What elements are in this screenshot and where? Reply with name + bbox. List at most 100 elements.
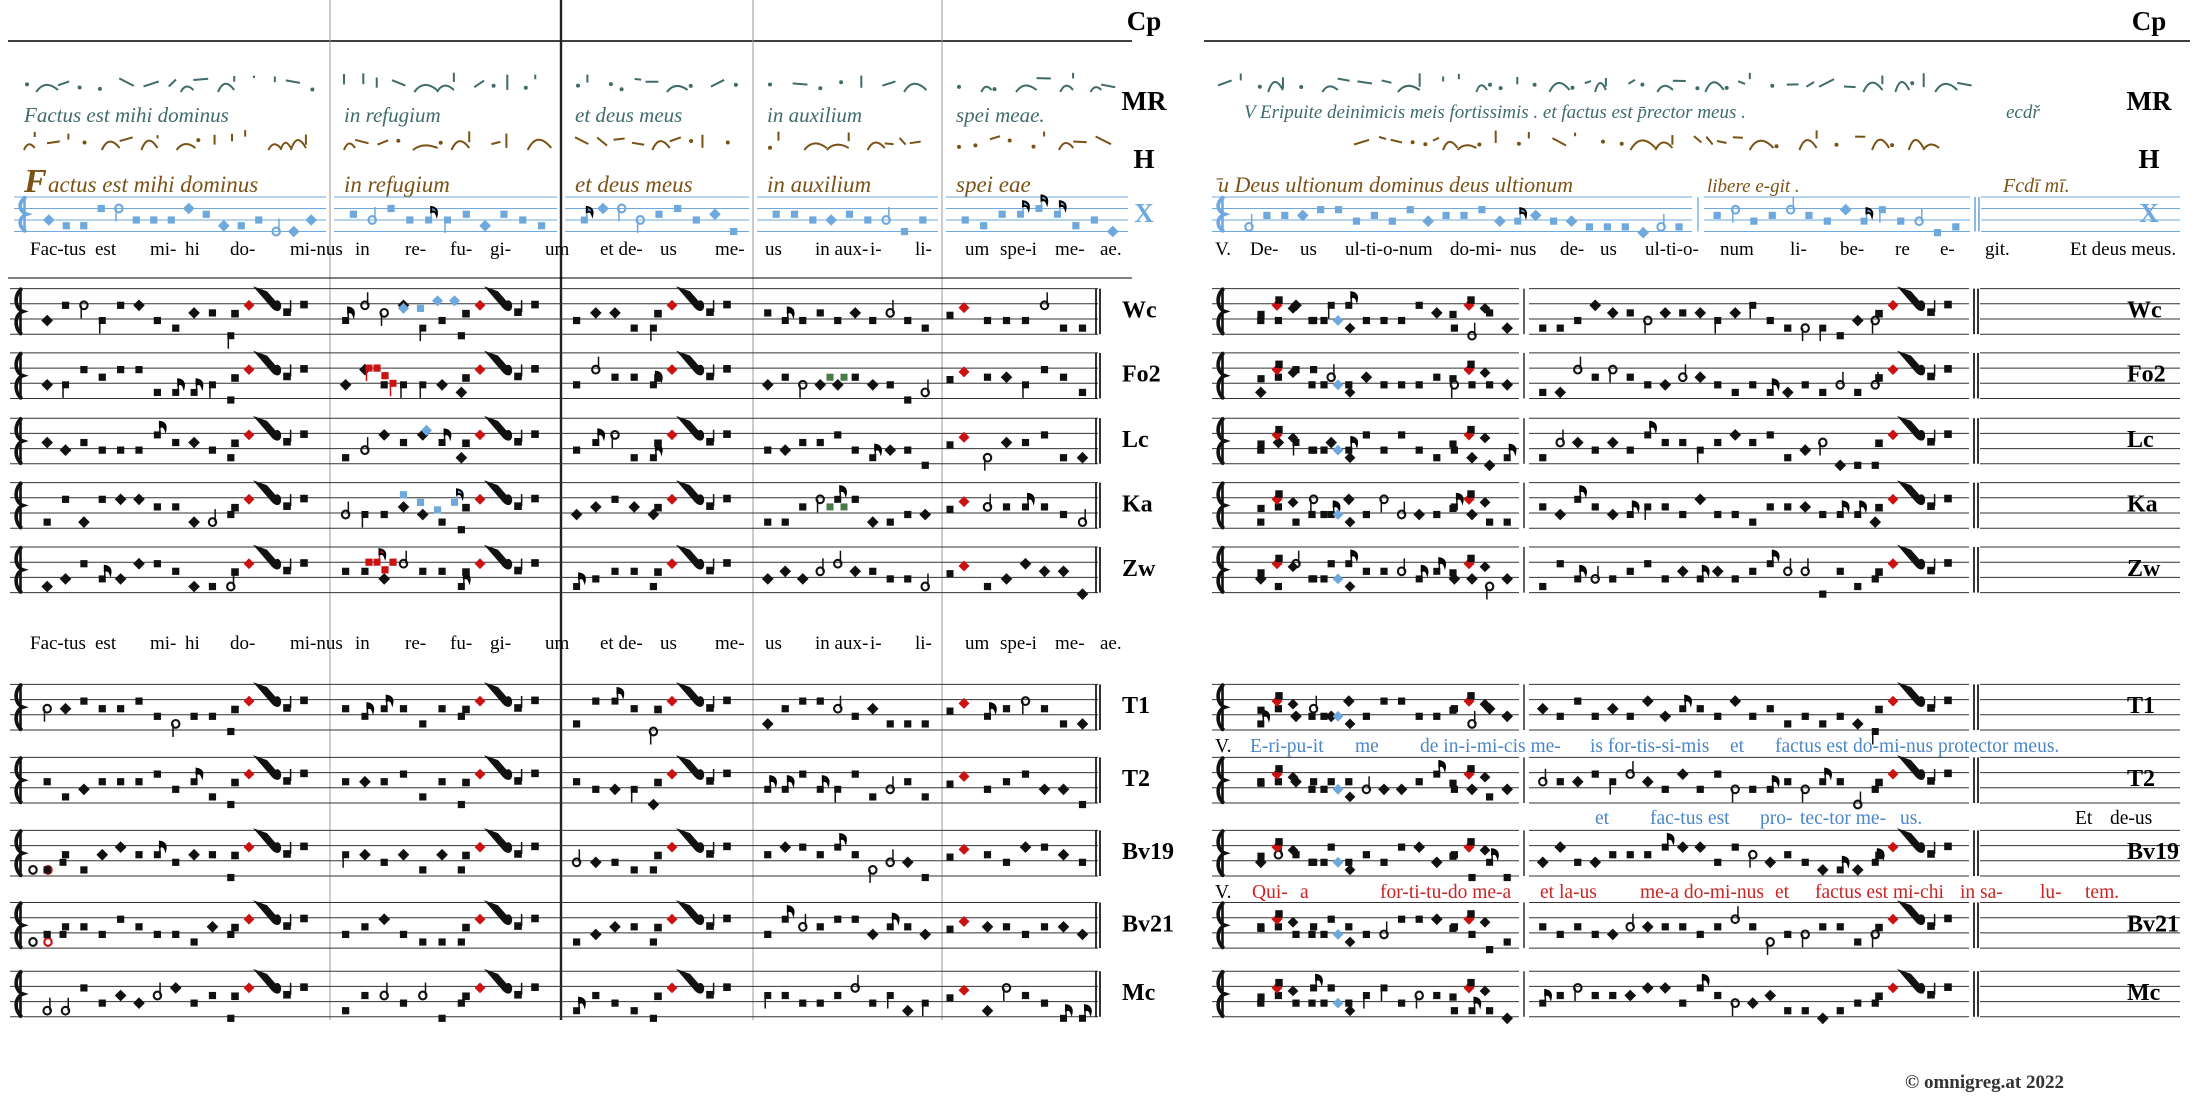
svg-text:et deus meus: et deus meus: [575, 172, 693, 197]
svg-text:Fac-tus: Fac-tus: [30, 239, 86, 260]
svg-text:Et: Et: [2075, 808, 2093, 829]
svg-text:us.: us.: [1900, 808, 1922, 829]
svg-text:H: H: [1133, 144, 1154, 174]
svg-text:is for-tis-si-mis: is for-tis-si-mis: [1590, 736, 1709, 757]
svg-text:E-ri-pu-it: E-ri-pu-it: [1250, 736, 1324, 757]
svg-text:mi-nus: mi-nus: [290, 239, 343, 260]
svg-text:in auxilium: in auxilium: [767, 103, 862, 127]
svg-text:Ka: Ka: [1122, 491, 1153, 517]
svg-text:Mc: Mc: [2127, 980, 2161, 1006]
svg-text:in aux-: in aux-: [815, 633, 868, 654]
svg-text:num: num: [1720, 239, 1754, 260]
svg-text:Bv19: Bv19: [2127, 839, 2179, 865]
svg-text:V.: V.: [1215, 239, 1231, 260]
svg-text:li-: li-: [915, 239, 932, 260]
svg-text:Bv19: Bv19: [1122, 839, 1174, 865]
svg-text:spei eae: spei eae: [956, 172, 1031, 197]
svg-text:Bv21: Bv21: [2127, 911, 2179, 937]
svg-text:me-: me-: [715, 239, 745, 260]
svg-text:um: um: [545, 239, 570, 260]
svg-text:Cp: Cp: [2132, 6, 2167, 36]
svg-text:me-: me-: [1055, 633, 1085, 654]
svg-text:Fo2: Fo2: [2127, 362, 2166, 388]
svg-text:nus: nus: [1510, 239, 1536, 260]
svg-text:us: us: [660, 633, 677, 654]
svg-text:in: in: [355, 633, 370, 654]
svg-text:me-: me-: [715, 633, 745, 654]
svg-text:in auxilium: in auxilium: [767, 172, 871, 197]
svg-text:us: us: [765, 239, 782, 260]
svg-text:spe-i: spe-i: [1000, 633, 1037, 654]
svg-text:spe-i: spe-i: [1000, 239, 1037, 260]
svg-text:us: us: [765, 633, 782, 654]
svg-text:be-: be-: [1840, 239, 1864, 260]
svg-text:et: et: [1595, 808, 1610, 829]
svg-text:Zw: Zw: [2127, 556, 2161, 582]
svg-text:um: um: [545, 633, 570, 654]
svg-text:me-a do-mi-nus: me-a do-mi-nus: [1640, 882, 1764, 903]
svg-text:Factus est mihi dominus: Factus est mihi dominus: [23, 103, 229, 127]
svg-text:et de-: et de-: [600, 633, 643, 654]
svg-text:de-us: de-us: [2110, 808, 2152, 829]
svg-text:mi-: mi-: [150, 239, 176, 260]
svg-text:De-: De-: [1250, 239, 1278, 260]
svg-text:gi-: gi-: [490, 633, 511, 654]
svg-text:pro-: pro-: [1760, 808, 1793, 829]
svg-text:̄u Deus ultionum dominus deus: ̄u Deus ultionum dominus deus ultionum: [1216, 172, 1573, 197]
svg-text:Qui-: Qui-: [1252, 882, 1288, 903]
svg-text:T1: T1: [1122, 693, 1150, 719]
svg-text:Wc: Wc: [1122, 297, 1157, 323]
svg-text:ul-ti-o-num: ul-ti-o-num: [1345, 239, 1433, 260]
svg-text:me-: me-: [1055, 239, 1085, 260]
svg-text:factus est do-mi-nus protector: factus est do-mi-nus protector meus.: [1775, 736, 2059, 757]
svg-text:us: us: [660, 239, 677, 260]
svg-text:Cp: Cp: [1127, 6, 1162, 36]
svg-text:de in-i-mi-cis me-: de in-i-mi-cis me-: [1420, 736, 1561, 757]
svg-text:fu-: fu-: [450, 633, 472, 654]
svg-text:mi-nus: mi-nus: [290, 633, 343, 654]
svg-text:fac-tus est: fac-tus est: [1650, 808, 1730, 829]
svg-text:Mc: Mc: [1122, 980, 1156, 1006]
svg-text:re: re: [1895, 239, 1910, 260]
svg-text:us: us: [1600, 239, 1617, 260]
svg-text:et deus meus: et deus meus: [575, 103, 682, 127]
svg-text:for-ti-tu-do me-a: for-ti-tu-do me-a: [1380, 882, 1512, 903]
svg-text:in sa-: in sa-: [1960, 882, 2003, 903]
svg-text:in refugium: in refugium: [344, 172, 450, 197]
svg-text:MR: MR: [2127, 86, 2172, 116]
svg-text:Fcdī mī.: Fcdī mī.: [2002, 175, 2070, 197]
svg-text:gi-: gi-: [490, 239, 511, 260]
svg-text:fu-: fu-: [450, 239, 472, 260]
svg-text:X: X: [2139, 198, 2159, 228]
svg-text:V.: V.: [1215, 736, 1231, 757]
svg-text:Bv21: Bv21: [1122, 911, 1174, 937]
svg-text:et: et: [1775, 882, 1790, 903]
svg-text:hi: hi: [185, 239, 200, 260]
svg-text:Fac-tus: Fac-tus: [30, 633, 86, 654]
svg-text:Ka: Ka: [2127, 491, 2158, 517]
svg-text:© omnigreg.at 2022: © omnigreg.at 2022: [1905, 1072, 2064, 1093]
svg-text:i-: i-: [870, 239, 882, 260]
svg-text:e-: e-: [1940, 239, 1955, 260]
svg-text:um: um: [965, 633, 990, 654]
svg-text:Wc: Wc: [2127, 297, 2162, 323]
svg-text:mi-: mi-: [150, 633, 176, 654]
svg-text:git.: git.: [1985, 239, 2010, 260]
svg-text:do-: do-: [230, 239, 255, 260]
svg-text:me: me: [1355, 736, 1379, 757]
svg-text:hi: hi: [185, 633, 200, 654]
svg-text:li-: li-: [915, 633, 932, 654]
svg-text:ul-ti-o-: ul-ti-o-: [1645, 239, 1699, 260]
svg-text:in: in: [355, 239, 370, 260]
svg-text:est: est: [95, 633, 117, 654]
svg-text:V.: V.: [1215, 882, 1231, 903]
svg-text:Zw: Zw: [1122, 556, 1156, 582]
svg-text:et: et: [1730, 736, 1745, 757]
svg-text:et la-us: et la-us: [1540, 882, 1597, 903]
svg-text:a: a: [1300, 882, 1309, 903]
svg-text:T1: T1: [2127, 693, 2155, 719]
svg-text:ae.: ae.: [1100, 239, 1122, 260]
svg-text:in aux-: in aux-: [815, 239, 868, 260]
svg-text:actus est mihi dominus: actus est mihi dominus: [48, 172, 258, 197]
svg-text:Et deus meus.: Et deus meus.: [2070, 239, 2176, 260]
